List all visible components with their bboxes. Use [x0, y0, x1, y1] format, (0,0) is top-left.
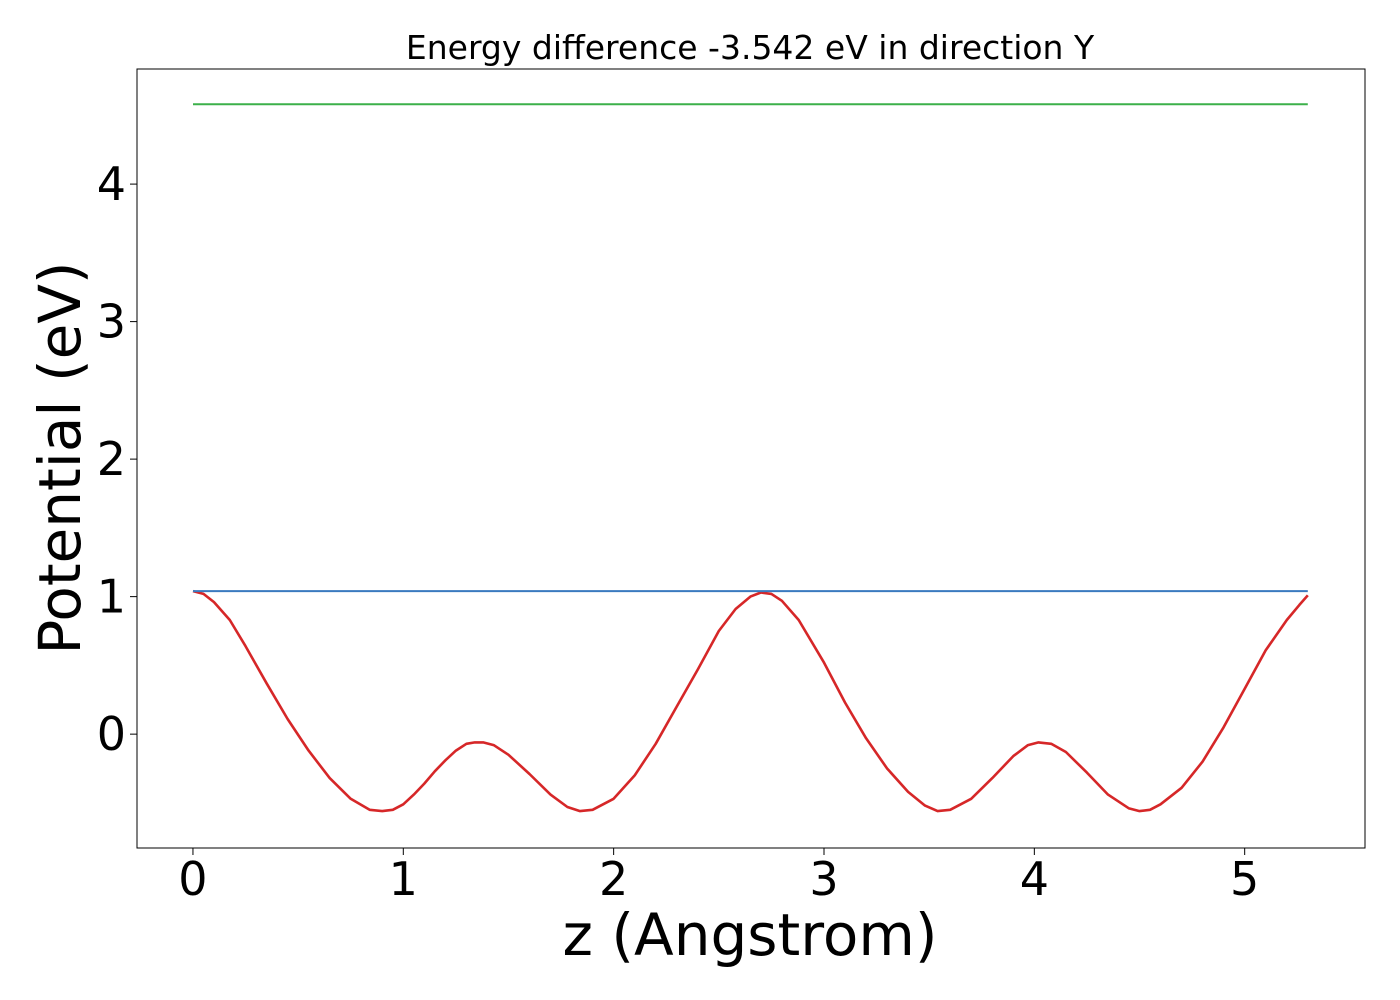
x-tick-label: 5	[1230, 852, 1259, 906]
x-tick-label: 4	[1020, 852, 1049, 906]
plot-frame	[136, 68, 1366, 849]
series-line-0	[192, 589, 1309, 813]
x-tick-label: 2	[599, 852, 628, 906]
x-axis-label: z (Angstrom)	[563, 901, 938, 969]
y-axis-label: Potential (eV)	[26, 261, 94, 654]
y-axis: 0 1 2 3 4	[97, 157, 137, 761]
y-tick-label: 1	[97, 570, 126, 624]
x-tick-label: 0	[178, 852, 207, 906]
y-tick-label: 3	[97, 295, 126, 349]
x-tick-label: 1	[389, 852, 418, 906]
x-axis: 0 1 2 3 4 5	[178, 848, 1259, 906]
series-layer	[192, 103, 1309, 813]
x-tick-label: 3	[809, 852, 838, 906]
y-tick-label: 2	[97, 432, 126, 486]
y-tick-label: 4	[97, 157, 126, 211]
y-tick-label: 0	[97, 707, 126, 761]
chart-title: Energy difference -3.542 eV in direction…	[406, 28, 1095, 67]
